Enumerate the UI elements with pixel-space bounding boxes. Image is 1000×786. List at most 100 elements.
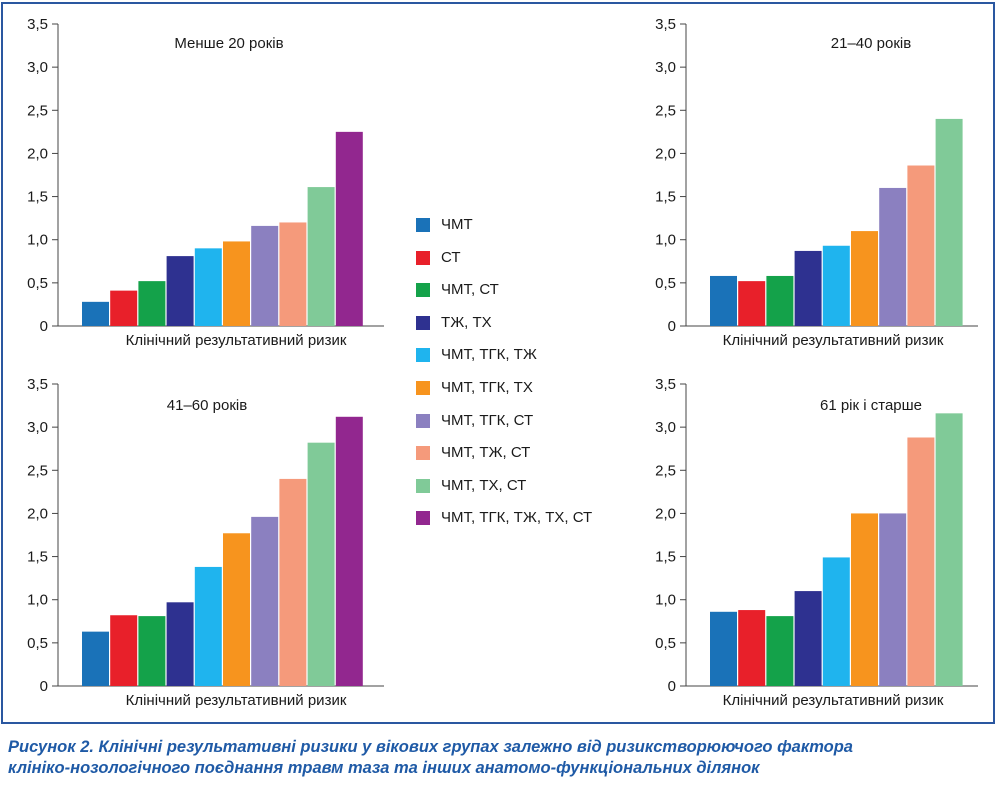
legend-swatch bbox=[416, 218, 430, 232]
bar bbox=[194, 248, 222, 326]
bar bbox=[279, 478, 307, 686]
bar bbox=[738, 610, 766, 686]
bar bbox=[879, 187, 907, 326]
y-tick-label: 0,5 bbox=[655, 275, 676, 292]
legend-swatch bbox=[416, 413, 430, 428]
legend-label: ЧМТ, ТГК, ТХ bbox=[441, 379, 533, 396]
y-tick-label: 3,5 bbox=[27, 16, 48, 33]
bar bbox=[879, 513, 907, 686]
y-tick-label: 2,0 bbox=[27, 505, 48, 522]
bar bbox=[138, 281, 166, 326]
bar bbox=[279, 222, 307, 326]
y-tick-label: 0,5 bbox=[655, 635, 676, 652]
legend-label: ЧМТ, ТГК, ТЖ bbox=[441, 346, 537, 364]
y-tick-label: 0 bbox=[40, 678, 48, 695]
chart-title: Менше 20 років bbox=[174, 35, 283, 52]
bar bbox=[194, 566, 222, 686]
legend-item: ЧМТ, СТ bbox=[416, 281, 656, 301]
y-tick-label: 1,0 bbox=[655, 592, 676, 609]
bar bbox=[935, 413, 963, 686]
bar bbox=[307, 187, 335, 326]
legend-swatch bbox=[416, 511, 430, 526]
bar bbox=[766, 616, 794, 686]
legend-item: ЧМТ, ТГК, ТЖ, ТХ, СТ bbox=[416, 509, 656, 529]
x-axis-label: Клінічний результативний ризик bbox=[723, 692, 944, 709]
y-tick-label: 2,0 bbox=[655, 145, 676, 162]
legend-item: ЧМТ, ТГК, ТЖ bbox=[416, 346, 656, 366]
bar bbox=[223, 241, 250, 326]
charts-canvas: 0 0,5 1,0 1,5 2,0 2,5 3,0 3,5 Менше 20 років Клін… bbox=[27, 16, 978, 709]
bar bbox=[822, 557, 850, 686]
legend-swatch bbox=[416, 348, 430, 363]
y-tick-label: 1,5 bbox=[27, 549, 48, 566]
legend-label: ЧМТ, ТГК, СТ bbox=[441, 411, 534, 429]
legend-item: ЧМТ, ТГК, ТХ bbox=[416, 379, 656, 399]
bar bbox=[166, 256, 194, 326]
legend-label: ЧМТ bbox=[441, 216, 473, 233]
y-tick-label: 1,0 bbox=[655, 232, 676, 249]
x-axis-label: Клінічний результативний ризик bbox=[126, 692, 347, 709]
bar bbox=[738, 281, 766, 326]
bar bbox=[710, 275, 737, 326]
y-tick-label: 2,5 bbox=[27, 102, 48, 119]
bar bbox=[251, 225, 279, 326]
legend-swatch bbox=[416, 315, 430, 330]
bar bbox=[851, 513, 878, 686]
chart-title: 41–60 років bbox=[167, 397, 247, 414]
bar bbox=[307, 442, 335, 686]
legend-swatch bbox=[416, 381, 430, 395]
y-tick-label: 2,5 bbox=[655, 462, 676, 479]
legend-swatch bbox=[416, 250, 430, 265]
legend-label: ЧМТ, ТГК, ТЖ, ТХ, СТ bbox=[441, 509, 593, 527]
y-tick-label: 1,5 bbox=[27, 189, 48, 206]
bar bbox=[82, 301, 109, 326]
x-axis-label: Клінічний результативний ризик bbox=[723, 332, 944, 349]
figure-caption-line-1: Рисунок 2. Клінічні результативні ризики… bbox=[8, 738, 853, 756]
legend-swatch bbox=[416, 478, 430, 493]
y-tick-label: 0,5 bbox=[27, 275, 48, 292]
legend-label: ЧМТ, ТЖ, СТ bbox=[441, 444, 531, 462]
y-tick-label: 2,0 bbox=[655, 505, 676, 522]
legend-item: ТЖ, ТХ bbox=[416, 314, 656, 334]
y-tick-label: 2,5 bbox=[655, 102, 676, 119]
y-tick-label: 0 bbox=[668, 678, 676, 695]
y-tick-label: 3,0 bbox=[27, 419, 48, 436]
y-tick-label: 1,0 bbox=[27, 232, 48, 249]
bar bbox=[335, 416, 363, 686]
bar bbox=[907, 165, 935, 326]
legend-label: ЧМТ, ТХ, СТ bbox=[441, 476, 527, 494]
chart-title: 21–40 років bbox=[831, 35, 911, 52]
y-tick-label: 1,0 bbox=[27, 592, 48, 609]
bar bbox=[82, 631, 109, 686]
y-tick-label: 3,0 bbox=[655, 419, 676, 436]
bar bbox=[766, 275, 794, 326]
legend-item: ЧМТ, ТХ, СТ bbox=[416, 477, 656, 497]
figure-frame: 0 0,5 1,0 1,5 2,0 2,5 3,0 3,5 Менше 20 років Клін… bbox=[1, 2, 995, 724]
legend-label: ТЖ, ТХ bbox=[441, 313, 492, 331]
y-tick-label: 2,0 bbox=[27, 145, 48, 162]
legend-item: ЧМТ bbox=[416, 216, 656, 236]
y-tick-label: 0 bbox=[668, 318, 676, 335]
bar bbox=[166, 602, 194, 686]
y-tick-label: 1,5 bbox=[655, 549, 676, 566]
legend-item: ЧМТ, ТГК, СТ bbox=[416, 412, 656, 432]
bar bbox=[935, 118, 963, 327]
legend-item: ЧМТ, ТЖ, СТ bbox=[416, 444, 656, 464]
bar bbox=[822, 245, 850, 326]
x-axis-label: Клінічний результативний ризик bbox=[126, 332, 347, 349]
bar bbox=[335, 131, 363, 326]
legend-swatch bbox=[416, 283, 430, 298]
bar bbox=[110, 615, 138, 686]
bar bbox=[251, 516, 279, 686]
figure-caption-line-2: клініко-нозологічного поєднання травм та… bbox=[8, 759, 760, 777]
legend-item: СТ bbox=[416, 249, 656, 269]
bar bbox=[907, 437, 935, 686]
y-tick-label: 3,5 bbox=[655, 376, 676, 393]
y-tick-label: 3,5 bbox=[655, 16, 676, 33]
y-tick-label: 1,5 bbox=[655, 189, 676, 206]
bar bbox=[110, 290, 138, 326]
y-tick-label: 0,5 bbox=[27, 635, 48, 652]
bar bbox=[138, 616, 166, 686]
y-tick-label: 3,0 bbox=[655, 59, 676, 76]
bar bbox=[794, 250, 822, 326]
